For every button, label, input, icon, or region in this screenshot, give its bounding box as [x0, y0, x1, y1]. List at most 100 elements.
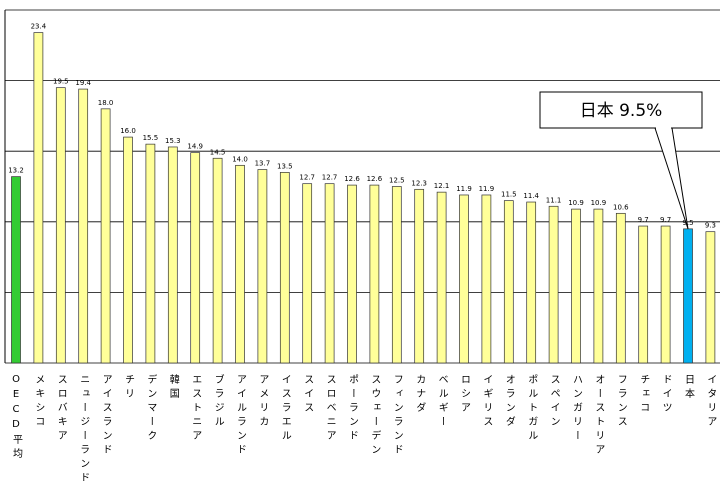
x-tick-label: ドイツ: [660, 374, 672, 416]
x-tick-label: スウェーデン: [369, 374, 381, 458]
value-label: 10.9: [568, 199, 584, 207]
bar: [705, 231, 716, 364]
bar: [615, 212, 626, 364]
bar: [212, 157, 223, 364]
value-label: 15.5: [143, 134, 159, 142]
bar: [548, 205, 559, 364]
bar: [279, 172, 290, 364]
callout-pointer: [654, 127, 689, 230]
x-tick-label: ブラジル: [212, 373, 224, 430]
value-label: 9.3: [705, 222, 716, 230]
x-tick-label: ロシア: [459, 374, 470, 416]
x-tick-label: スロベニア: [324, 374, 336, 444]
x-tick-label: アメリカ: [257, 374, 268, 430]
x-tick-label: フランス: [615, 374, 626, 430]
bar: [11, 176, 21, 364]
x-tick-label: ポルトガル: [526, 374, 538, 444]
bar: [100, 108, 111, 364]
value-label: 15.3: [165, 137, 181, 145]
x-tick-label: アイスランド: [100, 374, 112, 458]
value-label: 11.1: [546, 196, 562, 204]
bar: [190, 152, 201, 364]
bar: [660, 225, 671, 364]
bar: [33, 32, 44, 364]
bar: [369, 184, 380, 364]
bar: [459, 194, 469, 364]
value-label: 19.5: [53, 78, 69, 86]
bar: [235, 164, 245, 364]
x-tick-label: フィンランド: [391, 374, 402, 458]
x-tick-label: 日本: [683, 374, 695, 402]
value-label: 9.5: [682, 219, 693, 227]
callout-box: [539, 91, 703, 129]
value-label: 23.4: [31, 23, 47, 31]
x-tick-label: ベルギー: [436, 374, 448, 430]
value-label: 12.6: [344, 175, 360, 183]
x-tick-label: ポーランド: [347, 374, 359, 444]
bar: [123, 136, 133, 364]
x-tick-label: カナダ: [414, 374, 426, 416]
value-label: 13.2: [8, 167, 24, 175]
x-tick-label: チリ: [123, 374, 134, 402]
value-label: 13.5: [277, 162, 293, 170]
bar: [593, 208, 604, 364]
value-label: 10.9: [591, 199, 607, 207]
value-label: 12.1: [434, 182, 450, 190]
bar: [436, 191, 447, 364]
bar: [503, 200, 514, 364]
x-tick-label: スペイン: [548, 374, 560, 430]
value-label: 14.0: [232, 155, 248, 163]
x-tick-label: エストニア: [190, 374, 202, 444]
value-label: 12.6: [367, 175, 383, 183]
value-label: 11.9: [479, 185, 495, 193]
value-label: 16.0: [120, 127, 136, 135]
value-label: 11.9: [456, 185, 472, 193]
value-label: 18.0: [98, 99, 114, 107]
value-label: 14.5: [210, 148, 226, 156]
x-tick-label: スロバキア: [55, 374, 67, 444]
x-tick-label: オランダ: [503, 374, 515, 430]
value-label: 10.6: [613, 203, 629, 211]
bar: [324, 183, 335, 364]
bar: [481, 194, 492, 364]
x-tick-label: メキシコ: [33, 374, 44, 430]
bar: [571, 208, 581, 364]
value-label: 9.7: [638, 216, 649, 224]
bar: [55, 87, 66, 364]
x-tick-label: イギリス: [481, 374, 493, 430]
x-tick-label: ハンガリー: [571, 374, 583, 444]
x-tick-label: イタリア: [705, 374, 717, 430]
callout-gap: [656, 127, 671, 129]
bar: [414, 188, 425, 364]
value-label: 12.7: [299, 174, 315, 182]
x-tick-label: チェコ: [638, 374, 649, 416]
value-label: 14.9: [187, 143, 203, 151]
x-tick-label: OECD平均: [11, 374, 23, 462]
value-label: 13.7: [255, 160, 271, 168]
x-tick-label: オーストリア: [593, 374, 604, 458]
bar: [347, 184, 357, 364]
value-label: 12.3: [411, 179, 427, 187]
value-label: 12.5: [389, 177, 405, 185]
value-label: 19.4: [75, 79, 91, 87]
annotation: 日本 9.5%: [580, 101, 663, 121]
bar: [302, 183, 313, 364]
x-tick-label: 韓国: [167, 374, 179, 402]
value-label: 11.4: [523, 192, 539, 200]
bar: [638, 225, 649, 364]
bar: [167, 146, 178, 364]
bar: [683, 228, 693, 364]
value-label: 11.5: [501, 191, 517, 199]
x-tick-label: スイス: [302, 374, 314, 416]
x-tick-label: アイルランド: [235, 374, 247, 458]
value-label: 9.7: [660, 216, 671, 224]
bar: [391, 186, 402, 364]
bar: [78, 88, 89, 364]
bar: [526, 201, 537, 364]
x-tick-label: ニュージーランド: [78, 374, 89, 483]
bar: [257, 169, 268, 364]
value-label: 12.7: [322, 174, 338, 182]
bar: [145, 143, 156, 364]
x-tick-label: デンマーク: [145, 373, 157, 444]
